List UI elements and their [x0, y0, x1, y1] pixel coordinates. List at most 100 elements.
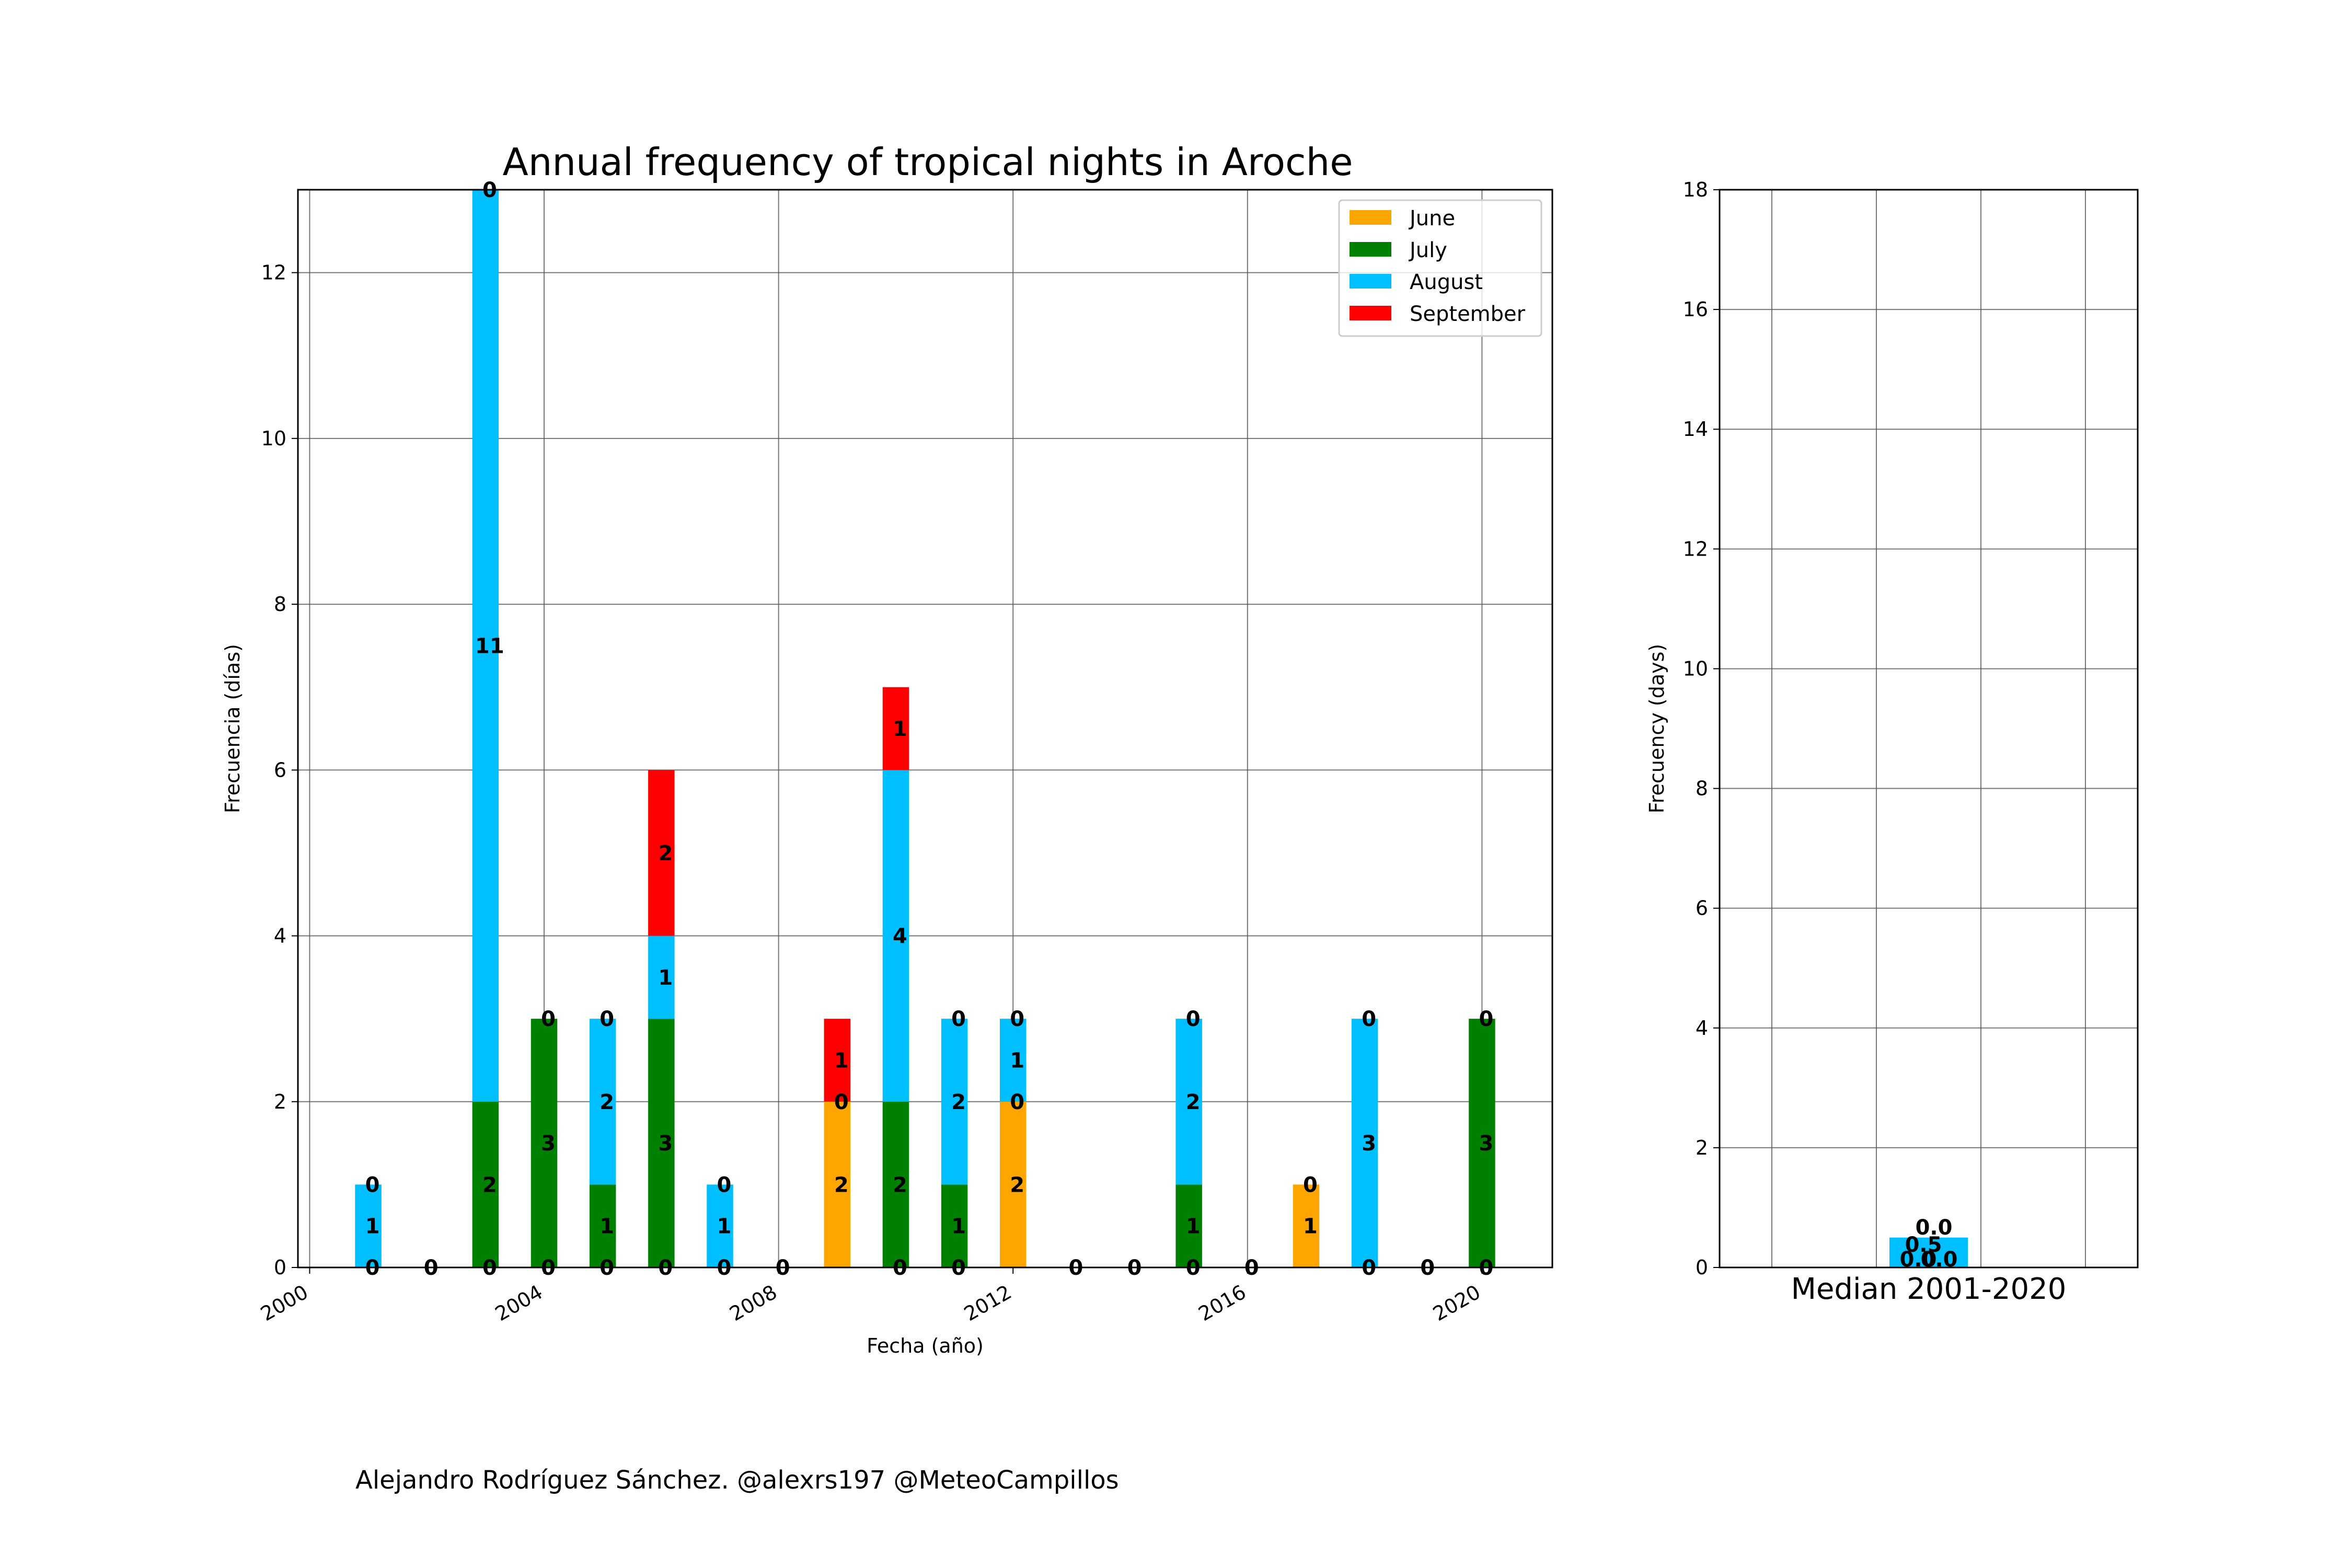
data-label-2003-1: 2	[482, 1173, 497, 1197]
median-y-tick-label-16: 16	[1683, 298, 1708, 321]
bar-2011-july	[941, 1184, 968, 1267]
bar-2004-july	[531, 1019, 558, 1267]
y-axis-label: Frecuencia (días)	[221, 644, 244, 813]
data-label-2017-0: 1	[1303, 1215, 1318, 1239]
median-y-tick-label-2: 2	[1696, 1136, 1708, 1159]
data-label-2010-2: 4	[893, 925, 907, 949]
bar-2010-september	[882, 687, 909, 770]
data-label-2012-1: 0	[1010, 1090, 1024, 1114]
data-label-2012-3: 0	[1010, 1007, 1024, 1031]
y-tick-label-2: 2	[274, 1090, 286, 1113]
median-y-axis-label: Frecuency (days)	[1645, 644, 1668, 814]
chart-title: Annual frequency of tropical nights in A…	[502, 140, 1353, 184]
bar-2020-july	[1469, 1019, 1495, 1267]
bar-2015-august	[1175, 1019, 1202, 1185]
y-tick-label-4: 4	[274, 925, 286, 948]
bar-2011-august	[941, 1019, 968, 1185]
x-axis-label: Fecha (año)	[867, 1334, 984, 1357]
data-label-2015-3: 0	[1186, 1007, 1201, 1031]
median-y-tick-label-18: 18	[1683, 178, 1708, 201]
median-y-tick-label-4: 4	[1696, 1017, 1708, 1040]
data-label-2003-2: 11	[475, 634, 504, 658]
bar-2018-august	[1351, 1019, 1378, 1267]
median-bars	[1889, 1237, 1968, 1267]
main-bars	[355, 190, 1495, 1267]
data-label-2017-1: 0	[1303, 1173, 1318, 1197]
y-tick-label-12: 12	[261, 261, 286, 284]
data-label-2009-1: 0	[834, 1090, 849, 1114]
legend-label-september: September	[1410, 302, 1526, 326]
bar-2007-august	[707, 1184, 733, 1267]
data-label-2007-2: 0	[717, 1173, 732, 1197]
main-plot-frame	[297, 189, 1553, 1269]
bar-2010-august	[882, 770, 909, 1102]
data-label-2018-2: 0	[1362, 1007, 1376, 1031]
data-label-2011-1: 1	[951, 1215, 966, 1239]
data-label-2020-1: 3	[1479, 1132, 1493, 1156]
data-label-2018-1: 3	[1362, 1132, 1376, 1156]
bar-2017-june	[1293, 1184, 1320, 1267]
median-y-tick-label-12: 12	[1683, 537, 1708, 560]
median-y-tick-label-6: 6	[1696, 897, 1708, 920]
data-label-2004-2: 0	[541, 1007, 556, 1031]
legend-swatch-july	[1350, 242, 1391, 257]
data-label-2004-1: 3	[541, 1132, 556, 1156]
legend-swatch-june	[1350, 210, 1391, 225]
data-label-2012-0: 2	[1010, 1173, 1024, 1197]
data-label-2006-2: 1	[658, 966, 673, 990]
main-chart: Annual frequency of tropical nights in A…	[221, 140, 1553, 1357]
median-category-label: Median 2001-2020	[1791, 1272, 2067, 1306]
median-y-tick-label-10: 10	[1683, 657, 1708, 680]
bar-2001-august	[355, 1184, 382, 1267]
data-label-2009-2: 1	[834, 1048, 849, 1073]
bar-2003-july	[472, 1101, 499, 1267]
data-label-2011-3: 0	[951, 1007, 966, 1031]
data-label-2010-3: 1	[893, 717, 907, 741]
y-tick-label-0: 0	[274, 1256, 286, 1279]
median-plot-frame	[1719, 189, 2139, 1269]
legend-frame	[1338, 199, 1542, 337]
data-label-2005-3: 0	[599, 1007, 614, 1031]
bar-2009-september	[824, 1019, 851, 1102]
data-label-2006-1: 3	[658, 1132, 673, 1156]
data-label-2011-2: 2	[951, 1090, 966, 1114]
data-label-2005-2: 2	[599, 1090, 614, 1114]
bar-2009-june	[824, 1101, 851, 1267]
data-label-2009-0: 2	[834, 1173, 849, 1197]
bar-2010-july	[882, 1101, 909, 1267]
bar-2003-august	[472, 190, 499, 1102]
bar-2012-june	[999, 1101, 1027, 1267]
legend: June July August September	[1338, 199, 1542, 337]
main-grid	[298, 190, 1552, 1268]
legend-label-june: June	[1408, 206, 1455, 230]
main-y-ticks: 0 2 4 6 8 10 12	[261, 261, 298, 1279]
y-tick-label-10: 10	[261, 427, 286, 450]
median-data-label-2: 0.5	[1905, 1233, 1942, 1257]
data-label-2005-1: 1	[599, 1215, 614, 1239]
author-credit: Alejandro Rodríguez Sánchez. @alexrs197 …	[355, 1466, 1119, 1495]
data-label-2020-2: 0	[1479, 1007, 1493, 1031]
data-label-2001-2: 0	[365, 1173, 380, 1197]
data-label-2001-1: 1	[365, 1215, 380, 1239]
data-label-2015-2: 2	[1186, 1090, 1201, 1114]
data-label-2015-1: 1	[1186, 1215, 1201, 1239]
y-tick-label-6: 6	[274, 758, 286, 781]
bar-2006-august	[648, 936, 675, 1019]
y-tick-label-8: 8	[274, 593, 286, 616]
bar-2015-july	[1175, 1184, 1202, 1267]
legend-label-august: August	[1410, 270, 1483, 294]
median-data-label-3: 0.0	[1916, 1216, 1953, 1240]
legend-swatch-september	[1350, 306, 1391, 320]
legend-swatch-august	[1350, 274, 1391, 289]
data-label-2006-3: 2	[658, 841, 673, 866]
bar-2006-september	[648, 770, 675, 936]
legend-label-july: July	[1408, 238, 1447, 262]
median-y-tick-label-0: 0	[1696, 1256, 1708, 1279]
data-label-2007-1: 1	[717, 1215, 732, 1239]
bar-2012-august	[999, 1019, 1027, 1102]
median-y-ticks: 0 2 4 6 8 10 12 14 16 18	[1683, 178, 1720, 1279]
bar-2005-august	[589, 1019, 616, 1185]
median-y-tick-label-14: 14	[1683, 418, 1708, 441]
